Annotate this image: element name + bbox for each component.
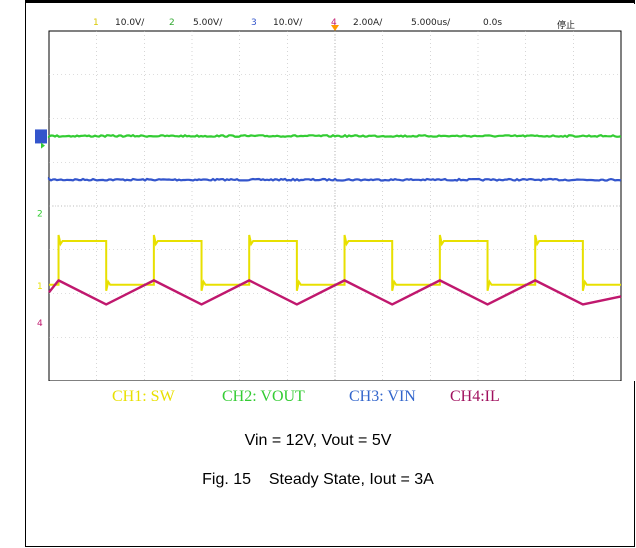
legend-ch3: CH3: VIN xyxy=(349,388,416,405)
oscilloscope-screen: 1 10.0V/ 2 5.00V/ 3 10.0V/ 4 2.00A/ 5.00… xyxy=(35,4,635,381)
ch3-vin-trace xyxy=(47,176,622,182)
trigger-marker xyxy=(331,25,339,31)
waveform-plot: 1 2 4 xyxy=(35,25,622,381)
caption-conditions: Vin = 12V, Vout = 5V xyxy=(244,432,392,449)
ch4-number: 4 xyxy=(331,18,337,28)
scope-header: 1 10.0V/ 2 5.00V/ 3 10.0V/ 4 2.00A/ 5.00… xyxy=(35,4,635,32)
ch2-ground-marker: 2 xyxy=(37,210,43,220)
timebase: 5.000us/ xyxy=(411,18,451,28)
ch3-number: 3 xyxy=(251,18,257,28)
ch4-scale: 2.00A/ xyxy=(353,18,383,28)
ch1-ground-marker: 1 xyxy=(37,282,43,292)
ch2-offset-arrow xyxy=(41,142,45,149)
ch1-scale: 10.0V/ xyxy=(115,18,145,28)
ch2-scale: 5.00V/ xyxy=(193,18,223,28)
legend-ch2: CH2: VOUT xyxy=(222,388,305,405)
legend-ch1: CH1: SW xyxy=(112,388,175,405)
ch3-scale: 10.0V/ xyxy=(273,18,303,28)
ch4-il-trace xyxy=(48,279,622,306)
ch1-number: 1 xyxy=(93,18,99,28)
figure-caption: Fig. 15 Steady State, Iout = 3A xyxy=(202,471,434,488)
trigger-delay: 0.0s xyxy=(483,18,503,28)
ch2-number: 2 xyxy=(169,18,175,28)
legend-ch4: CH4:IL xyxy=(450,388,500,405)
frame-top-border xyxy=(25,0,635,3)
ch3-ground-marker xyxy=(35,129,47,144)
ch2-vout-trace xyxy=(47,133,622,139)
run-state: 停止 xyxy=(557,21,576,31)
ch4-ground-marker: 4 xyxy=(37,319,43,329)
